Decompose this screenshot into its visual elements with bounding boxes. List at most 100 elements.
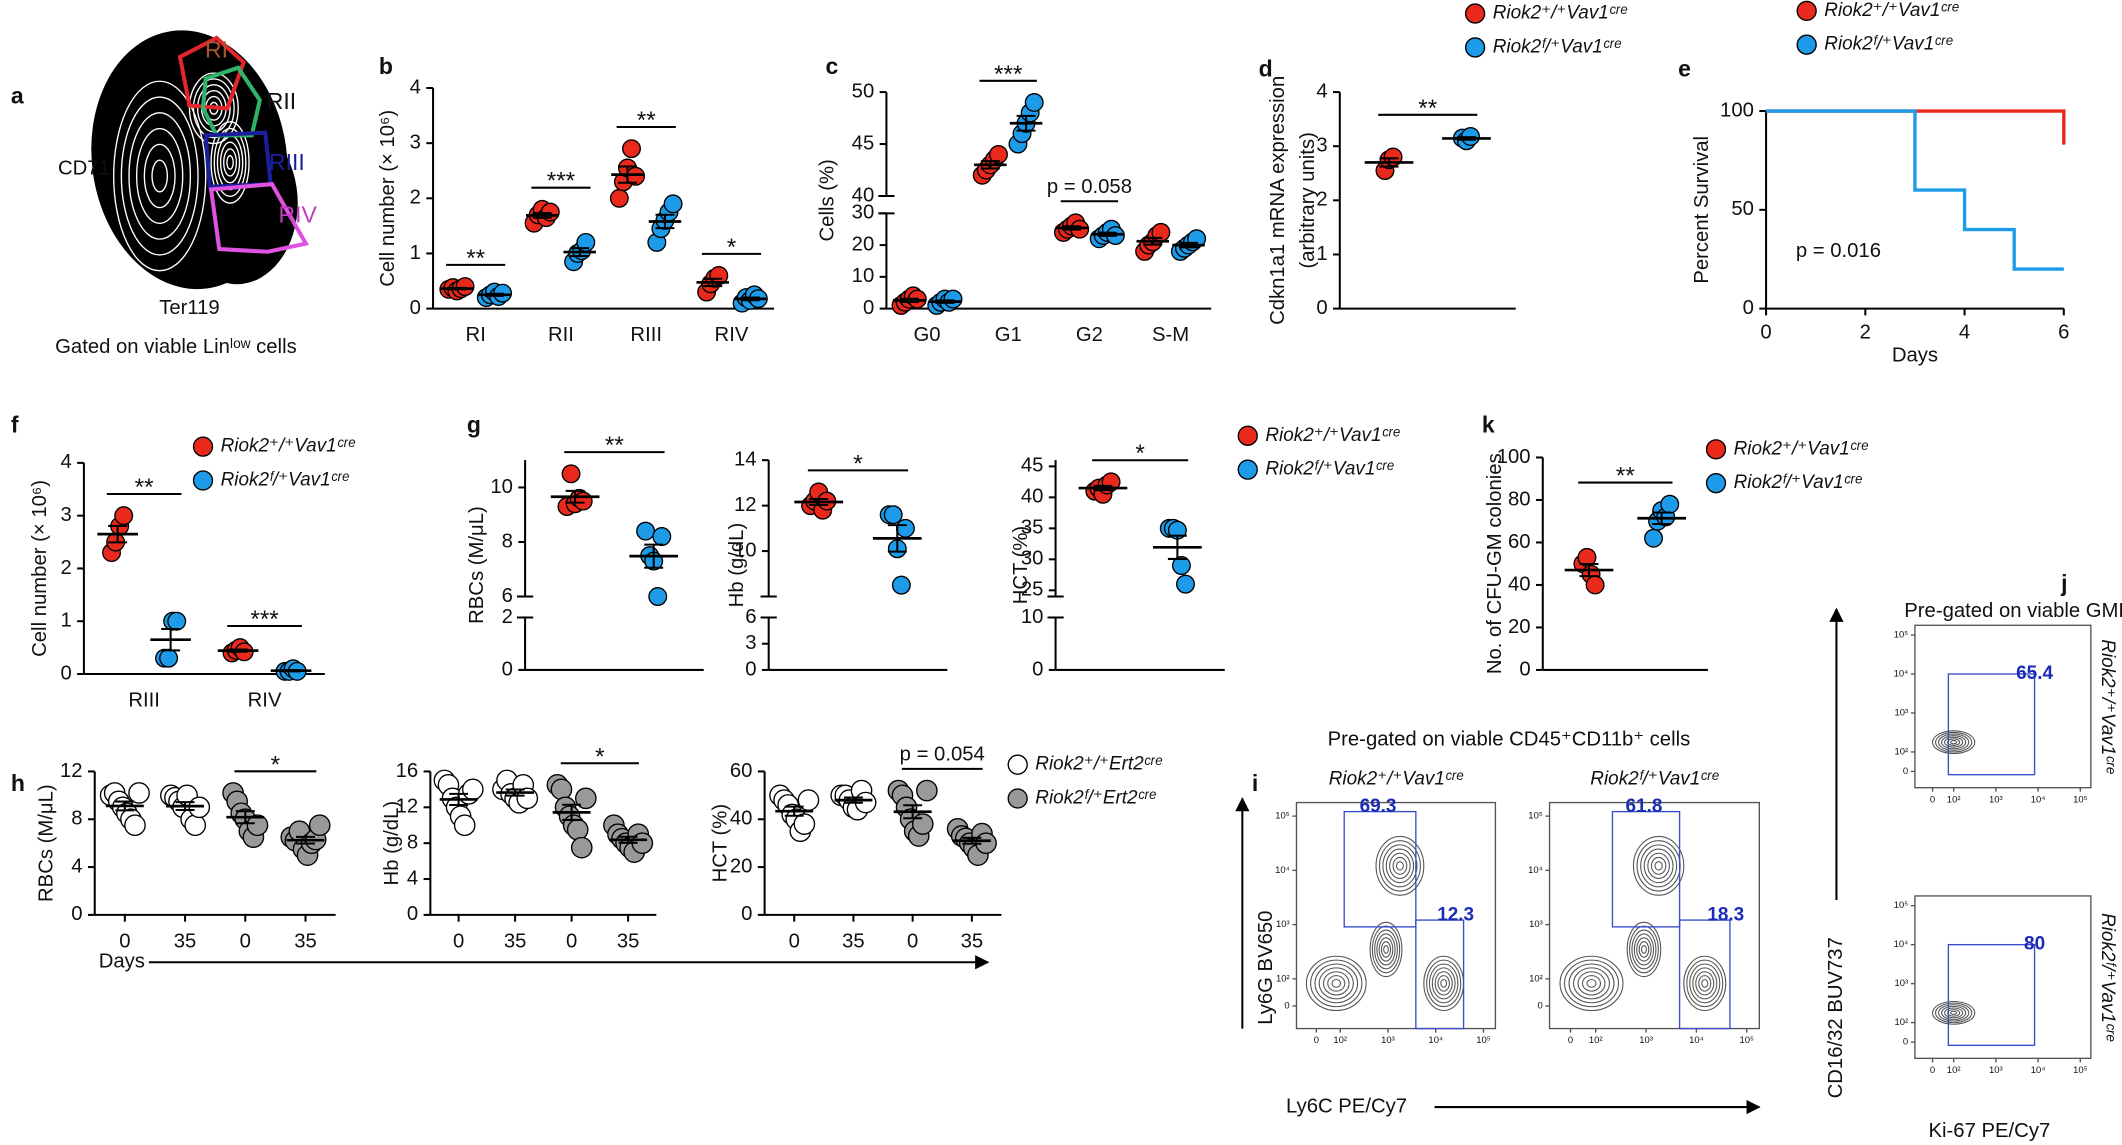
data-point: [663, 194, 683, 214]
x-tick-label: 10⁵: [1739, 1035, 1754, 1046]
y-tick-label: 45: [852, 132, 875, 154]
panel-letter: g: [467, 411, 481, 437]
contour: [1380, 941, 1392, 958]
x-tick-label: 0: [1930, 794, 1935, 805]
y-tick-label: 0: [1284, 1000, 1289, 1011]
contour: [120, 96, 199, 256]
contour: [1392, 856, 1408, 875]
x-tick-label: 0: [1930, 1065, 1935, 1076]
legend-swatch: [1705, 473, 1727, 494]
plot-title: Riok2⁺/⁺Vav1ᶜʳᵉ: [1329, 769, 1464, 790]
legend-label: Riok2⁺/⁺Vav1ᶜʳᵉ: [1265, 425, 1400, 446]
y-tick-label: 1: [1316, 243, 1327, 265]
y-tick-label: 40: [1021, 486, 1044, 508]
x-tick-label: RIII: [630, 324, 662, 346]
panel-title: Pre-gated on viable GMPs: [1904, 600, 2122, 622]
y-tick-label: 8: [71, 808, 82, 830]
contour: [1559, 955, 1624, 1012]
x-axis-label: Days: [99, 951, 145, 973]
significance-label: *: [595, 743, 605, 770]
contour: [1314, 963, 1359, 1004]
x-tick-label: 35: [504, 930, 527, 952]
contour: [1941, 735, 1967, 750]
legend-label: Riok2⁺/⁺Vav1ᶜʳᵉ: [1824, 0, 1959, 21]
y-tick-label: 30: [852, 202, 875, 224]
contour: [1636, 937, 1652, 962]
contour: [1938, 733, 1970, 751]
x-tick-label: RI: [466, 324, 486, 346]
gate-value: 65.4: [2016, 663, 2053, 684]
x-tick-label: 10²: [1333, 1035, 1347, 1046]
significance-label: **: [1616, 463, 1635, 490]
x-tick-label: 10³: [1989, 794, 2003, 805]
data-point: [709, 266, 729, 285]
y-tick-label: 3: [745, 632, 756, 654]
plot-title: Riok2ᶠ/⁺Vav1ᶜʳᵉ: [1590, 769, 1719, 790]
data-point: [550, 778, 573, 801]
y-axis-label: HCT (%): [1010, 526, 1032, 605]
y-tick-label: 0: [1032, 658, 1043, 680]
panel-letter: k: [1482, 411, 1495, 437]
x-tick-label: 35: [842, 930, 865, 952]
contour: [1935, 731, 1973, 753]
y-tick-label: 10: [1021, 606, 1044, 628]
data-point: [1585, 575, 1605, 595]
contour: [1375, 835, 1425, 896]
y-axis-label: CD16/32 BUV737: [1825, 937, 1847, 1098]
data-point: [114, 506, 134, 526]
gate-value: 12.3: [1437, 905, 1474, 926]
y-tick-label: 10⁴: [1528, 865, 1543, 876]
x-tick-label: 0: [907, 930, 918, 952]
y-tick-label: 0: [1316, 297, 1327, 319]
x-tick-label: G0: [913, 324, 940, 346]
x-tick-label: 0: [240, 930, 251, 952]
significance-label: **: [605, 432, 624, 459]
x-tick-label: G2: [1076, 324, 1103, 346]
contour: [1701, 978, 1709, 988]
y-tick-label: 30: [1021, 548, 1044, 570]
contour: [143, 143, 176, 209]
data-point: [124, 814, 146, 837]
legend-swatch: [1007, 788, 1028, 809]
y-tick-label: 35: [1021, 517, 1044, 539]
y-tick-label: 100: [1720, 99, 1754, 121]
y-tick-label: 10³: [1894, 978, 1908, 989]
panel-letter: f: [11, 411, 19, 437]
data-point: [622, 139, 641, 159]
contour: [1385, 848, 1415, 884]
contour: [113, 80, 207, 272]
contour: [1641, 945, 1647, 954]
y-axis-label: (arbitrary units): [1297, 132, 1319, 268]
data-point: [636, 521, 656, 541]
survival-curve: [1766, 109, 2064, 271]
x-tick-label: RIV: [715, 324, 749, 346]
data-point: [159, 648, 179, 668]
y-tick-label: 4: [410, 76, 421, 98]
data-point: [246, 814, 269, 837]
contour: [219, 141, 241, 184]
legend-label: Riok2ᶠ/⁺Vav1ᶜʳᵉ: [1734, 472, 1863, 493]
x-tick-label: 10³: [1381, 1035, 1395, 1046]
y-tick-label: 10⁵: [1275, 811, 1290, 822]
data-point: [1171, 556, 1191, 576]
contour: [192, 78, 235, 139]
x-tick-label: RIII: [128, 689, 160, 711]
x-tick-label: 0: [1568, 1035, 1573, 1046]
y-tick-label: 12: [396, 796, 419, 818]
y-tick-label: 1: [410, 242, 421, 264]
contour: [1376, 933, 1396, 966]
contour: [1631, 929, 1657, 970]
y-tick-label: 10³: [1529, 919, 1543, 930]
y-tick-label: 16: [396, 760, 419, 782]
panel-letter: a: [11, 83, 24, 109]
y-tick-label: 2: [1316, 189, 1327, 211]
contour: [1426, 959, 1462, 1008]
y-tick-label: 10²: [1894, 1017, 1908, 1028]
y-tick-label: 20: [1508, 616, 1531, 638]
contour: [1395, 861, 1404, 871]
contour: [210, 121, 250, 204]
legend-label: Riok2ᶠ/⁺Vav1ᶜʳᵉ: [1824, 34, 1953, 55]
legend-label: Riok2ᶠ/⁺Vav1ᶜʳᵉ: [1265, 459, 1394, 480]
y-tick-label: 0: [502, 658, 513, 680]
legend-label: Riok2⁺/⁺Vav1ᶜʳᵉ: [1734, 438, 1869, 459]
